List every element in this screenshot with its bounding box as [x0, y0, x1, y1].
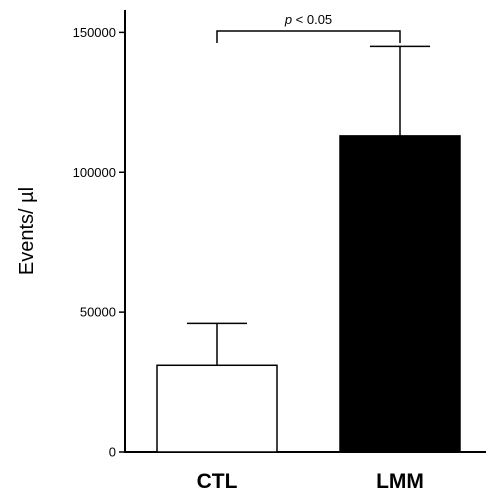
significance-bracket — [216, 30, 401, 43]
significance-annotation: p < 0.05 — [216, 12, 401, 43]
y-axis-title: Events/ µl — [16, 187, 38, 275]
y-axis: 0 50000 100000 150000 — [73, 10, 126, 460]
x-category-label: CTL — [197, 470, 238, 492]
bars — [156, 45, 461, 453]
significance-label: p < 0.05 — [284, 12, 332, 27]
significance-p-symbol: p — [284, 12, 292, 27]
bar-ctl — [156, 364, 278, 453]
x-category-labels: CTL LMM — [197, 470, 424, 492]
y-ticks: 0 50000 100000 150000 — [73, 25, 125, 460]
bar-lmm — [339, 135, 461, 453]
significance-threshold: < 0.05 — [292, 12, 332, 27]
x-category-label: LMM — [376, 470, 424, 492]
y-tick-label: 50000 — [80, 305, 116, 320]
y-tick-label: 150000 — [73, 25, 116, 40]
y-tick-label: 100000 — [73, 165, 116, 180]
y-tick-label: 0 — [109, 445, 116, 460]
